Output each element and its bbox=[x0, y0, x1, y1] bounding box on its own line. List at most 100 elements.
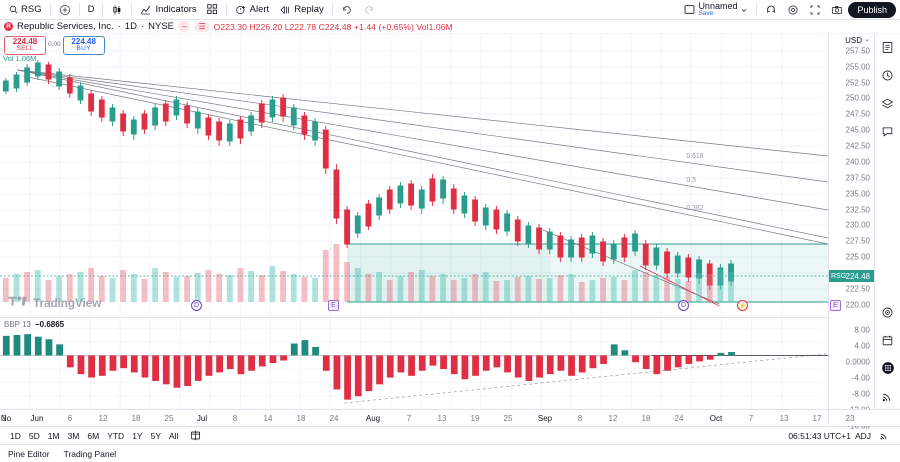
time-axis[interactable]: 3 Jun 6 12 18 25 Jul 8 14 18 24 Aug 7 13… bbox=[0, 409, 900, 426]
toolbar-divider bbox=[78, 3, 80, 16]
candlestick-icon bbox=[111, 4, 123, 16]
templates-button[interactable] bbox=[202, 1, 223, 18]
alerts-clock-icon[interactable] bbox=[879, 66, 897, 84]
time-tick: 19 bbox=[470, 414, 480, 423]
price-tick: 235.00 bbox=[845, 189, 870, 199]
pine-editor-tab[interactable]: Pine Editor bbox=[8, 448, 50, 459]
undo-button[interactable] bbox=[336, 1, 358, 18]
currency-selector[interactable]: USD bbox=[845, 36, 870, 45]
save-layout-link[interactable]: Save bbox=[698, 9, 714, 17]
right-sidebar bbox=[874, 34, 900, 409]
order-buttons[interactable]: 224.48 SELL 0.00 224.48 BUY bbox=[4, 36, 105, 56]
signal-icon[interactable] bbox=[875, 429, 894, 442]
change-percent: (+0.65%) bbox=[378, 21, 414, 32]
price-tick: 225.00 bbox=[845, 252, 870, 262]
publish-button[interactable]: Publish bbox=[848, 1, 896, 18]
fullscreen-button[interactable] bbox=[804, 1, 826, 18]
time-tick: 18 bbox=[296, 414, 306, 423]
replay-button[interactable]: Replay bbox=[274, 1, 329, 18]
indicator-legend[interactable]: BBP 13 −0.6865 bbox=[4, 320, 64, 329]
close-label: C bbox=[318, 21, 325, 32]
redo-button[interactable] bbox=[358, 1, 380, 18]
settings-button[interactable] bbox=[782, 1, 804, 18]
legend-interval[interactable]: 1D bbox=[124, 21, 137, 32]
company-name[interactable]: Republic Services, Inc. bbox=[17, 21, 114, 32]
add-symbol-button[interactable] bbox=[54, 1, 76, 18]
magnet-button[interactable] bbox=[760, 1, 782, 18]
earnings-marker-2[interactable]: E bbox=[830, 300, 841, 311]
bbp-histogram bbox=[2, 334, 735, 400]
apps-grid-icon[interactable] bbox=[879, 359, 897, 377]
range-1y[interactable]: 1Y bbox=[132, 430, 143, 441]
price-axis[interactable]: USD 257.50 255.00 252.50 250.00 247.50 2… bbox=[828, 34, 874, 431]
range-ytd[interactable]: YTD bbox=[107, 430, 125, 441]
range-5d[interactable]: 5D bbox=[28, 430, 40, 441]
range-3m[interactable]: 3M bbox=[67, 430, 80, 441]
camera-icon bbox=[831, 4, 843, 16]
ideas-icon[interactable] bbox=[879, 303, 897, 321]
bbp-tick: 8.00 bbox=[854, 325, 870, 335]
layers-icon[interactable] bbox=[879, 94, 897, 112]
sell-label: SELL bbox=[16, 45, 34, 53]
price-pane[interactable]: 0.618 0.5 0.382 bbox=[0, 34, 841, 317]
symbol-logo-icon: R bbox=[4, 22, 13, 31]
earnings-marker-1[interactable]: E bbox=[328, 300, 339, 311]
toolbar-divider bbox=[331, 3, 333, 16]
watchlist-icon[interactable] bbox=[879, 38, 897, 56]
adjust-data-button[interactable]: ADJ bbox=[854, 430, 871, 441]
snapshot-button[interactable] bbox=[826, 1, 848, 18]
chart-panes[interactable]: 0.618 0.5 0.382 bbox=[0, 34, 841, 409]
time-tick: 8 bbox=[577, 414, 583, 423]
chart-style-button[interactable] bbox=[106, 1, 128, 18]
time-tick: 7 bbox=[406, 414, 412, 423]
dividend-marker-1[interactable]: D bbox=[191, 300, 202, 311]
symbol-search-button[interactable]: RSG bbox=[4, 1, 47, 18]
alert-button[interactable]: Alert bbox=[230, 1, 275, 18]
indicators-button[interactable]: Indicators bbox=[135, 1, 201, 18]
alert-marker[interactable]: ⚡ bbox=[737, 300, 748, 311]
layout-button[interactable]: Unnamed Save bbox=[679, 1, 753, 18]
price-chart-svg: 0.618 0.5 0.382 bbox=[0, 34, 828, 317]
bbp-tick: -4.00 bbox=[851, 373, 870, 383]
plus-circle-icon bbox=[59, 4, 71, 16]
price-tick: 247.50 bbox=[845, 109, 870, 119]
pane-separator[interactable] bbox=[0, 317, 828, 318]
legend-exchange: NYSE bbox=[148, 21, 174, 32]
low-value: 222.78 bbox=[289, 21, 317, 32]
bbp-indicator-pane[interactable]: BBP 13 −0.6865 bbox=[0, 318, 828, 409]
chat-icon[interactable] bbox=[879, 122, 897, 140]
calendar-range-icon[interactable] bbox=[186, 429, 205, 442]
range-5y[interactable]: 5Y bbox=[150, 430, 161, 441]
time-tick: Jun bbox=[30, 414, 44, 423]
range-1d[interactable]: 1D bbox=[10, 430, 21, 441]
time-axis-strip[interactable]: 3 Jun 6 12 18 25 Jul 8 14 18 24 Aug 7 13… bbox=[0, 410, 855, 426]
time-tick: 23 bbox=[845, 414, 855, 423]
sell-button[interactable]: 224.48 SELL bbox=[4, 36, 46, 56]
broadcast-icon[interactable] bbox=[879, 387, 897, 405]
time-tick: 24 bbox=[329, 414, 339, 423]
chart-clock[interactable]: 06:51:43 UTC+1 bbox=[788, 430, 851, 441]
range-6m[interactable]: 6M bbox=[87, 430, 100, 441]
ohlc-values: O223.30 H226.20 L222.78 C224.48 +1.44 (+… bbox=[214, 22, 453, 32]
range-1m[interactable]: 1M bbox=[47, 430, 60, 441]
buy-button[interactable]: 224.48 BUY bbox=[62, 36, 105, 56]
trading-panel-tab[interactable]: Trading Panel bbox=[63, 448, 117, 459]
legend-visibility-toggle[interactable]: – bbox=[178, 21, 191, 32]
time-tick: 6 bbox=[67, 414, 73, 423]
current-price-badge[interactable]: RSG 224.48 bbox=[829, 270, 874, 282]
price-tick: 240.00 bbox=[845, 157, 870, 167]
earnings-marker-label: E bbox=[331, 302, 336, 309]
calendar-icon[interactable] bbox=[879, 331, 897, 349]
legend-menu-button[interactable]: ☰ bbox=[194, 21, 210, 32]
dividend-marker-2[interactable]: D bbox=[678, 300, 689, 311]
alert-label: Alert bbox=[249, 4, 270, 15]
price-tick: 252.50 bbox=[845, 78, 870, 88]
interval-button[interactable]: D bbox=[83, 1, 100, 18]
time-tick: 13 bbox=[437, 414, 447, 423]
time-axis-corner: No bbox=[1, 410, 900, 426]
time-tick: 24 bbox=[674, 414, 684, 423]
range-all[interactable]: All bbox=[169, 430, 179, 441]
time-tick: 13 bbox=[779, 414, 789, 423]
time-tick: 8 bbox=[232, 414, 238, 423]
